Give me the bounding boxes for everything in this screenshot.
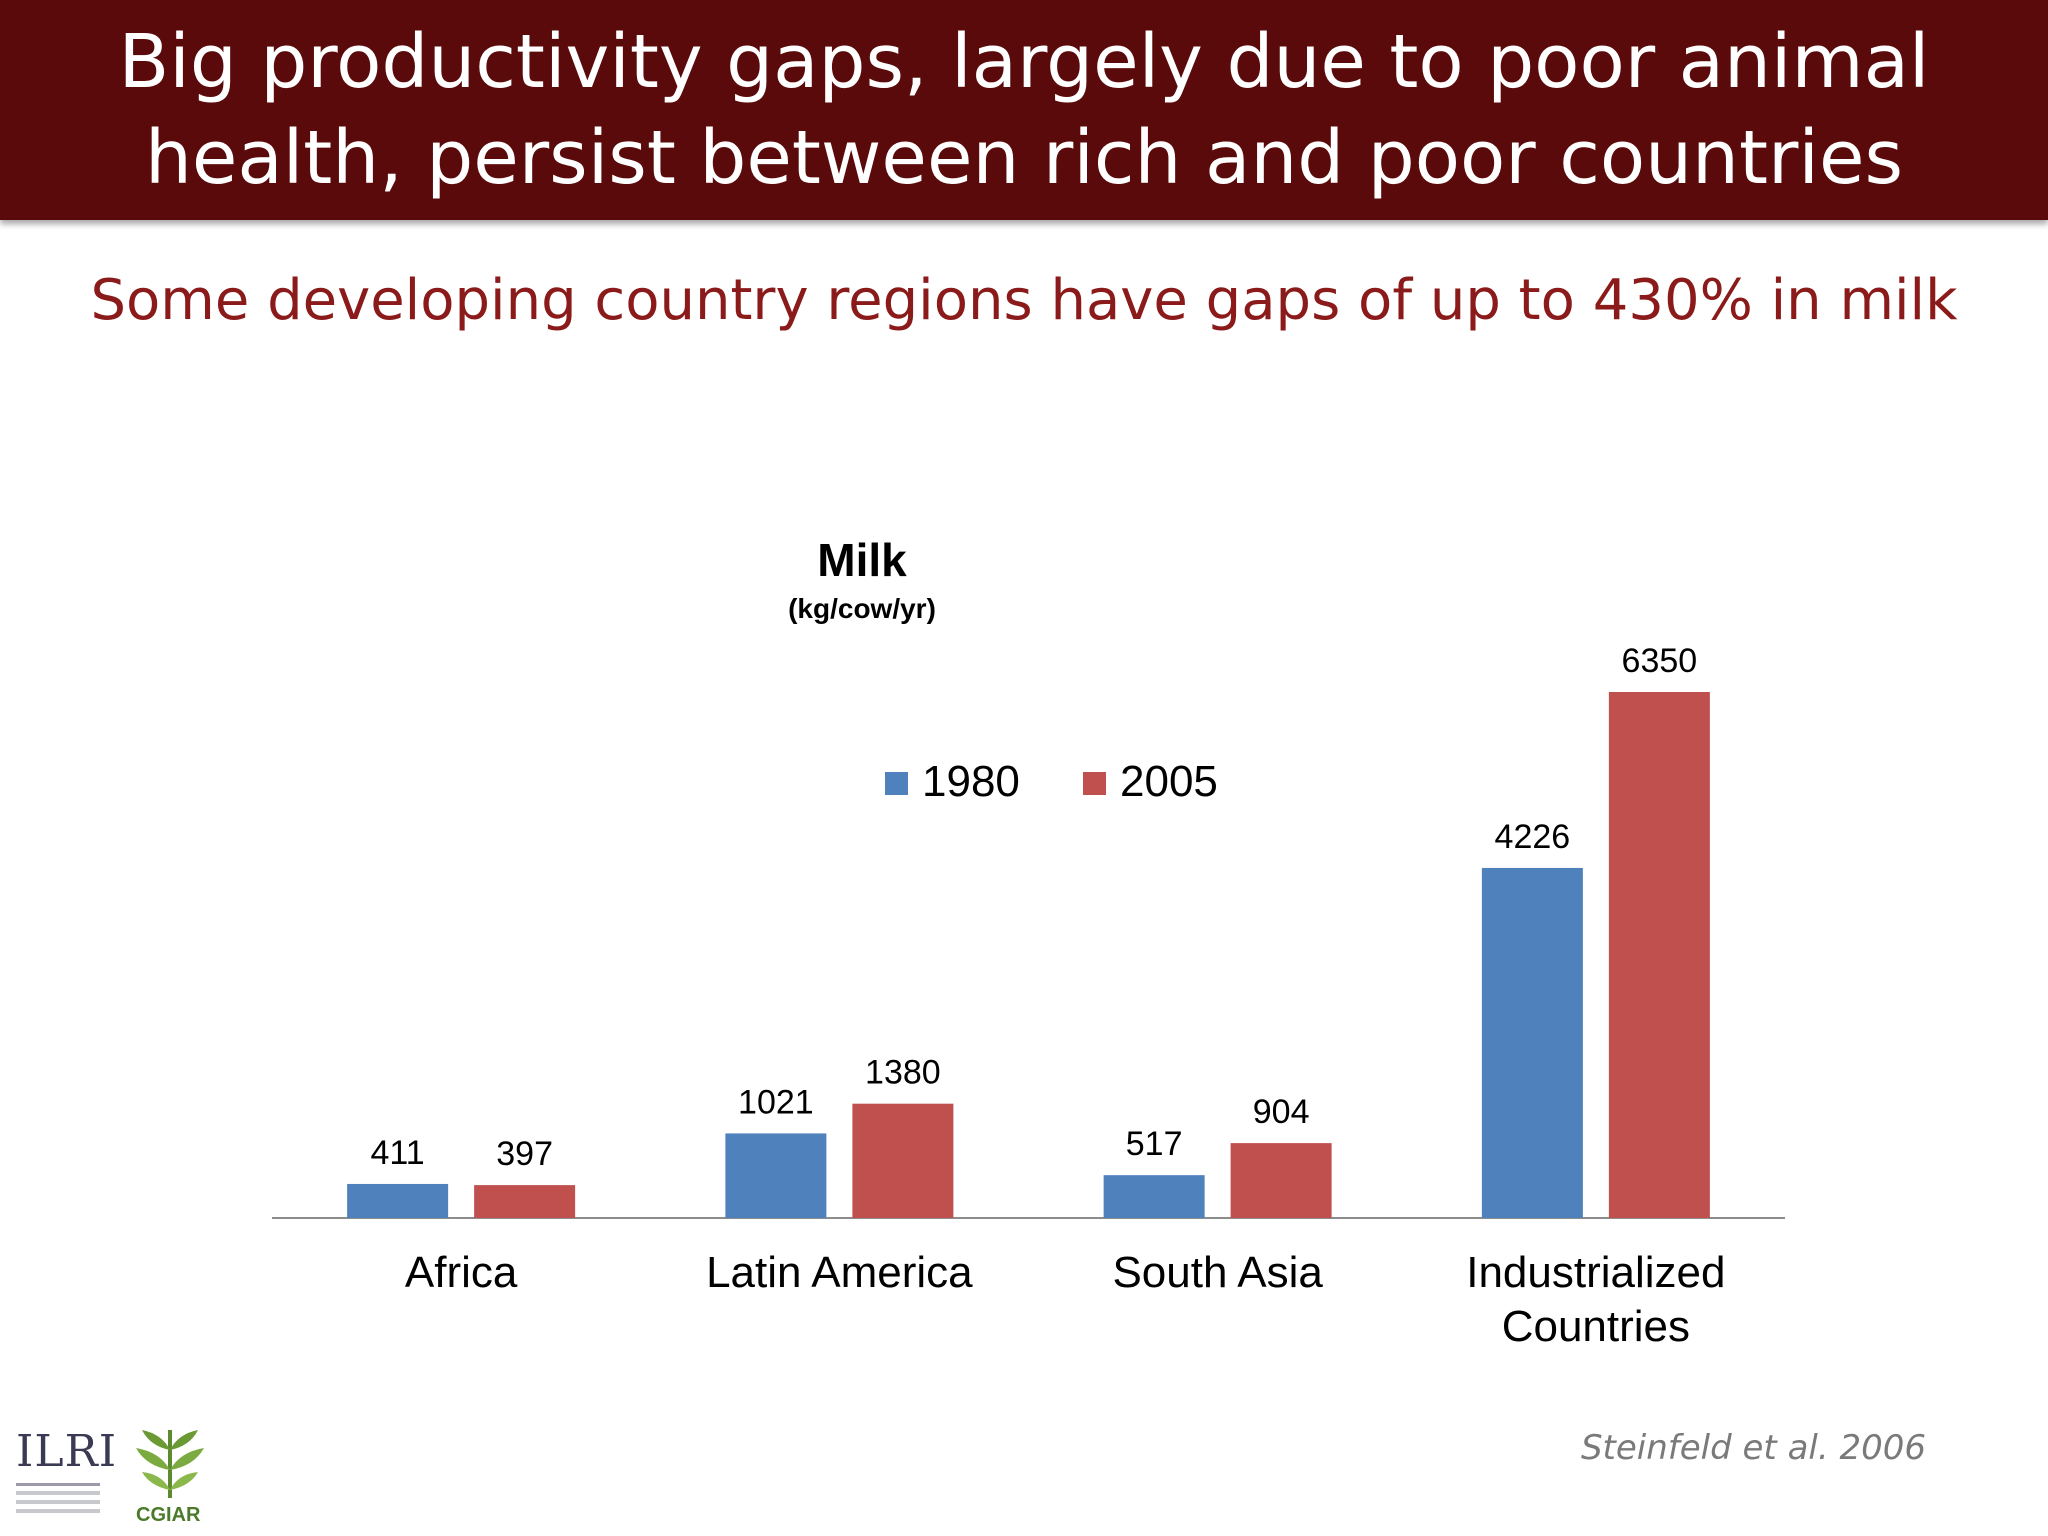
data-label-1980-1: 1021 [738, 1083, 814, 1121]
citation: Steinfeld et al. 2006 [1580, 1428, 1926, 1468]
category-label-3-0: Industrialized [1466, 1248, 1725, 1297]
legend-swatch-2005 [1083, 772, 1106, 795]
chart-unit: (kg/cow/yr) [788, 593, 936, 624]
data-label-1980-3: 4226 [1495, 818, 1571, 856]
data-label-2005-3: 6350 [1622, 642, 1698, 680]
bar-2005-2 [1230, 1143, 1332, 1218]
category-label-0-0: Africa [405, 1248, 518, 1297]
data-label-2005-2: 904 [1253, 1093, 1310, 1131]
cgiar-logo-text: CGIAR [136, 1504, 201, 1526]
legend-label-1980: 1980 [922, 757, 1020, 806]
wheat-icon [136, 1430, 204, 1498]
slide-subtitle: Some developing country regions have gap… [90, 268, 1958, 333]
bar-1980-2 [1103, 1175, 1205, 1218]
legend-label-2005: 2005 [1120, 757, 1218, 806]
bar-2005-3 [1608, 692, 1710, 1218]
data-label-2005-0: 397 [496, 1135, 553, 1173]
bar-2005-1 [852, 1103, 954, 1218]
data-label-1980-2: 517 [1126, 1125, 1183, 1163]
bar-1980-1 [725, 1133, 827, 1218]
legend-swatch-1980 [885, 772, 908, 795]
category-label-3-1: Countries [1502, 1302, 1690, 1351]
cgiar-logo: CGIAR [128, 1420, 212, 1532]
bar-1980-0 [347, 1183, 449, 1218]
data-label-1980-0: 411 [371, 1134, 425, 1172]
category-label-2-0: South Asia [1112, 1248, 1323, 1297]
ilri-logo: ILRI [16, 1426, 118, 1526]
category-label-1-0: Latin America [706, 1248, 973, 1297]
chart-title: Milk [817, 534, 907, 586]
ilri-logo-text: ILRI [16, 1426, 118, 1477]
bar-2005-0 [474, 1185, 576, 1218]
slide-title: Big productivity gaps, largely due to po… [118, 19, 1930, 201]
slide-header: Big productivity gaps, largely due to po… [0, 0, 2048, 220]
bar-1980-3 [1481, 867, 1583, 1218]
data-label-2005-1: 1380 [865, 1054, 941, 1092]
